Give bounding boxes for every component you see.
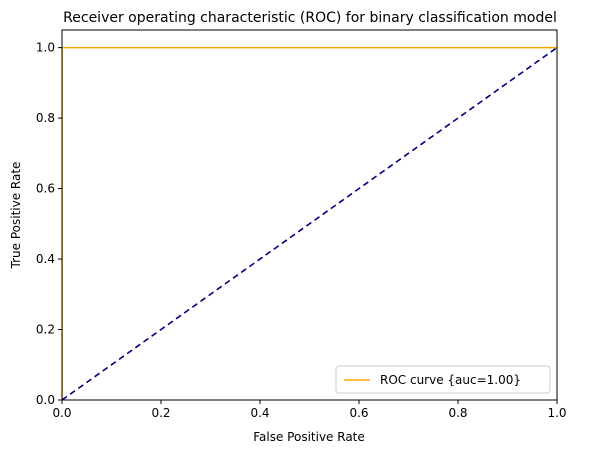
y-axis-ticks: 0.0 0.2 0.4 0.6 0.8 1.0 <box>36 41 62 407</box>
series-layer <box>62 46 557 400</box>
y-axis-label: True Positive Rate <box>9 162 23 270</box>
x-tick-label: 1.0 <box>547 406 566 420</box>
y-tick-label: 0.4 <box>36 252 55 266</box>
legend-box <box>335 365 551 394</box>
legend-label-roc-curve: ROC curve {auc=1.00} <box>380 373 521 387</box>
legend: ROC curve {auc=1.00} <box>335 365 551 394</box>
plot-frame <box>61 29 558 401</box>
x-axis-ticks: 0.0 0.2 0.4 0.6 0.8 1.0 <box>52 400 567 420</box>
x-axis-label: False Positive Rate <box>253 430 365 444</box>
y-tick-label: 0.6 <box>36 182 55 196</box>
chart-title: Receiver operating characteristic (ROC) … <box>63 10 557 26</box>
x-tick-label: 0.4 <box>250 406 269 420</box>
y-tick-label: 0.2 <box>36 323 55 337</box>
x-tick-label: 0.2 <box>151 406 170 420</box>
y-tick-label: 0.0 <box>36 393 55 407</box>
x-tick-label: 0.8 <box>448 406 467 420</box>
roc-curve-line <box>62 46 557 400</box>
plot-area <box>62 30 557 400</box>
x-tick-label: 0.0 <box>52 406 71 420</box>
x-tick-label: 0.6 <box>349 406 368 420</box>
chance-line <box>62 46 557 400</box>
y-tick-label: 0.8 <box>36 111 55 125</box>
y-tick-label: 1.0 <box>36 41 55 55</box>
